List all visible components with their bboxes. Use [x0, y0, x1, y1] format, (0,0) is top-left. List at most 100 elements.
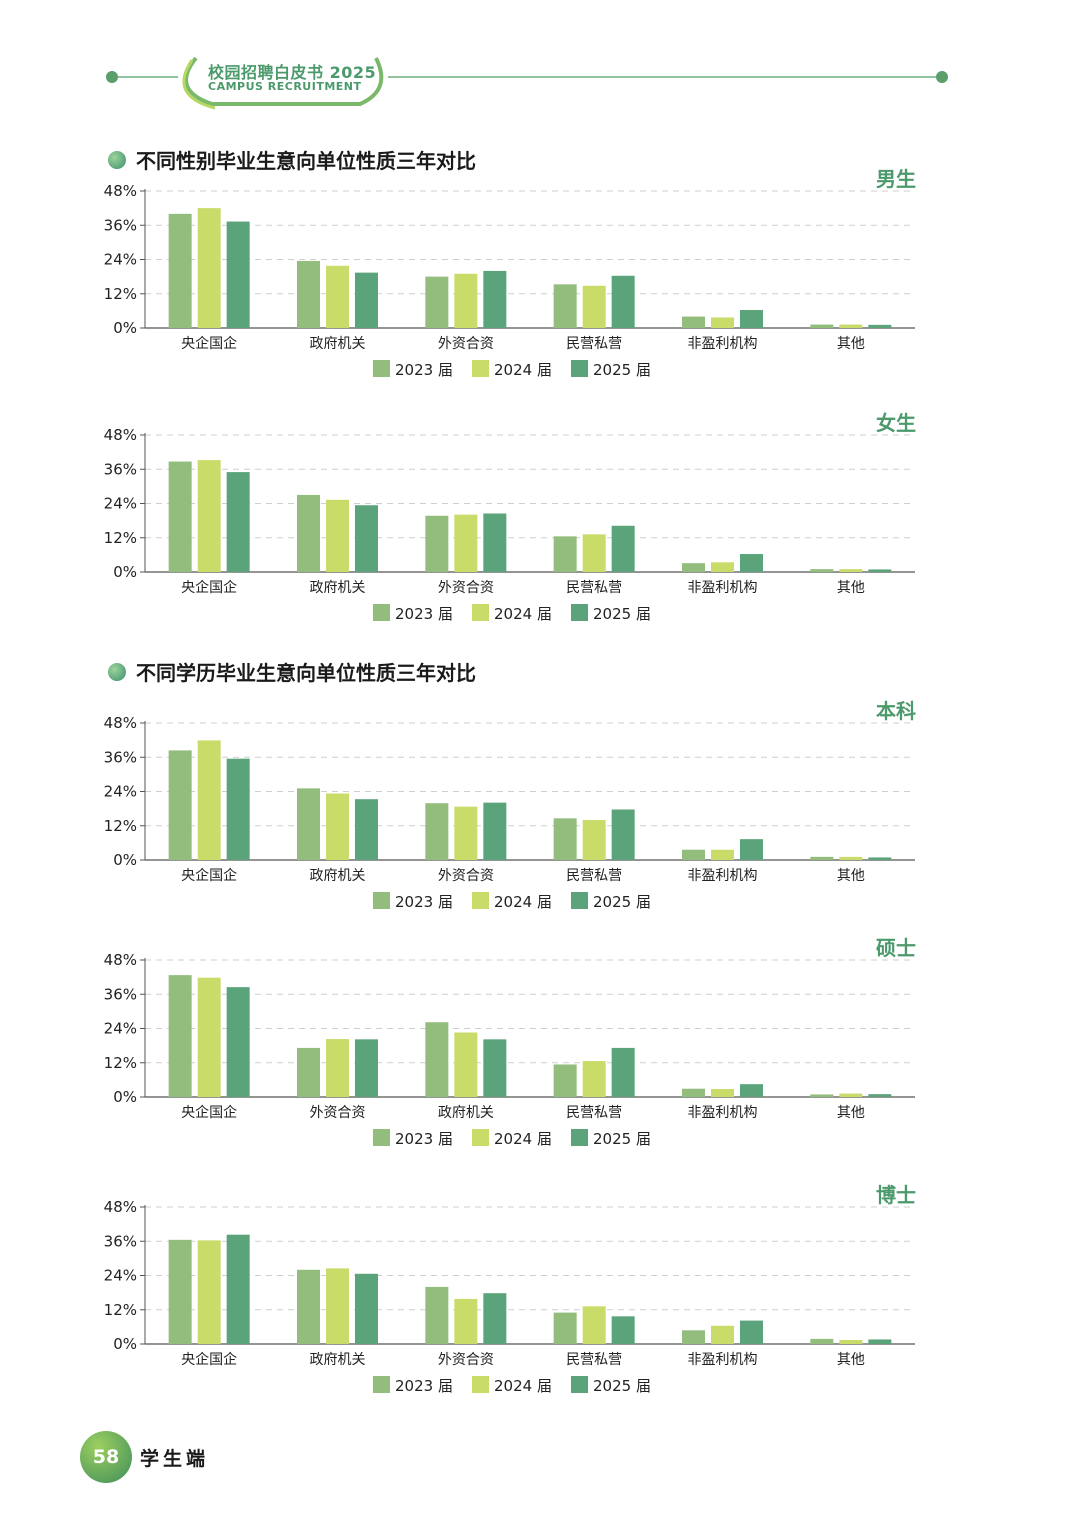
- bar: [711, 1325, 734, 1344]
- bar: [483, 513, 507, 572]
- y-tick-label: 24%: [104, 1020, 137, 1038]
- x-category-label: 央企国企: [181, 335, 237, 352]
- bar: [326, 1268, 349, 1344]
- bar: [483, 1039, 507, 1097]
- bar: [868, 857, 892, 860]
- bar: [868, 1339, 892, 1344]
- legend-swatch: [373, 892, 390, 909]
- bar: [868, 1094, 892, 1097]
- bar: [197, 740, 221, 860]
- bar: [197, 977, 221, 1097]
- bar: [682, 849, 705, 860]
- bar: [355, 505, 378, 572]
- x-category-label: 央企国企: [181, 579, 237, 596]
- bar: [483, 802, 507, 860]
- x-category-label: 外资合资: [438, 868, 494, 884]
- legend-swatch: [571, 892, 588, 909]
- legend-label: 2024 届: [494, 361, 552, 379]
- page-number-badge: 58: [80, 1431, 132, 1483]
- bar: [611, 1047, 635, 1097]
- bar: [553, 1312, 577, 1344]
- bar: [810, 856, 834, 860]
- bar: [810, 569, 834, 572]
- y-tick-label: 12%: [104, 817, 137, 835]
- x-category-label: 其他: [837, 868, 865, 884]
- legend-label: 2024 届: [494, 605, 552, 623]
- bar: [810, 1338, 834, 1344]
- legend-swatch: [373, 1129, 390, 1146]
- bar: [326, 265, 349, 328]
- y-tick-label: 48%: [104, 1198, 137, 1216]
- bar: [839, 1340, 863, 1344]
- x-category-label: 民营私营: [566, 1105, 622, 1121]
- section-bullet-icon: [108, 662, 126, 681]
- bar: [682, 316, 705, 328]
- bar: [326, 1039, 349, 1097]
- bar: [355, 1039, 378, 1097]
- legend-label: 2025 届: [593, 893, 651, 911]
- chart-svg: 0% 12% 24% 36% 48% 央企国企 政府机关 外资合资 民营私营 非盈利机构 其他 202…: [104, 426, 915, 623]
- bar: [425, 276, 449, 328]
- chart-male: 男生 0% 12% 24% 36% 48% 央企国企 政府机关 外资合资 民营私营 非盈利机构 其他…: [0, 163, 1080, 403]
- bar: [582, 534, 606, 572]
- bar: [839, 569, 863, 572]
- legend-label: 2024 届: [494, 1377, 552, 1395]
- legend-swatch: [571, 604, 588, 621]
- y-tick-label: 12%: [104, 1301, 137, 1319]
- bar: [226, 472, 250, 572]
- bar: [740, 1084, 763, 1097]
- x-category-label: 民营私营: [566, 1352, 622, 1368]
- x-category-label: 政府机关: [438, 1105, 494, 1121]
- bar: [582, 285, 606, 328]
- bar: [553, 536, 577, 572]
- x-category-label: 民营私营: [566, 336, 622, 352]
- y-tick-label: 36%: [104, 748, 137, 766]
- x-category-label: 非盈利机构: [688, 1352, 758, 1368]
- bar: [810, 1094, 834, 1097]
- bar: [740, 839, 763, 860]
- legend-swatch: [472, 892, 489, 909]
- bar: [297, 788, 320, 860]
- legend-label: 2023 届: [395, 361, 453, 379]
- legend-swatch: [571, 1376, 588, 1393]
- bar: [582, 1306, 606, 1344]
- section-title-text: 不同学历毕业生意向单位性质三年对比: [136, 661, 476, 685]
- y-tick-label: 48%: [104, 426, 137, 444]
- bar: [197, 460, 221, 572]
- x-category-label: 外资合资: [438, 580, 494, 596]
- bar: [682, 563, 705, 572]
- legend-label: 2023 届: [395, 1377, 453, 1395]
- bar: [711, 849, 734, 860]
- bar: [611, 809, 635, 860]
- chart-title: 女生: [876, 411, 916, 435]
- bar: [483, 270, 507, 328]
- legend-label: 2024 届: [494, 893, 552, 911]
- chart-master: 硕士 0% 12% 24% 36% 48% 央企国企 外资合资 政府机关 民营私营 非盈利机构 其他…: [0, 932, 1080, 1172]
- bar: [226, 758, 250, 860]
- bar: [297, 1047, 320, 1097]
- chart-title: 男生: [876, 167, 916, 191]
- bar: [711, 317, 734, 328]
- x-category-label: 央企国企: [181, 1351, 237, 1368]
- section-bullet-icon: [108, 150, 126, 169]
- legend-label: 2025 届: [593, 1377, 651, 1395]
- y-tick-label: 12%: [104, 1054, 137, 1072]
- section-title-gender: 不同性别毕业生意向单位性质三年对比: [108, 145, 476, 174]
- y-tick-label: 0%: [113, 319, 137, 337]
- bar: [711, 562, 734, 572]
- bar: [355, 272, 378, 328]
- bar: [355, 1273, 378, 1344]
- y-tick-label: 48%: [104, 714, 137, 732]
- bar: [454, 273, 478, 328]
- legend-label: 2025 届: [593, 361, 651, 379]
- bar: [839, 856, 863, 860]
- bar: [168, 1239, 192, 1344]
- y-tick-label: 36%: [104, 216, 137, 234]
- legend-label: 2025 届: [593, 605, 651, 623]
- y-tick-label: 36%: [104, 460, 137, 478]
- bar: [454, 1298, 478, 1344]
- legend-label: 2023 届: [395, 893, 453, 911]
- chart-bachelor: 本科 0% 12% 24% 36% 48% 央企国企 政府机关 外资合资 民营私营 非盈利机构 其他…: [0, 695, 1080, 935]
- legend-label: 2023 届: [395, 605, 453, 623]
- legend-swatch: [571, 1129, 588, 1146]
